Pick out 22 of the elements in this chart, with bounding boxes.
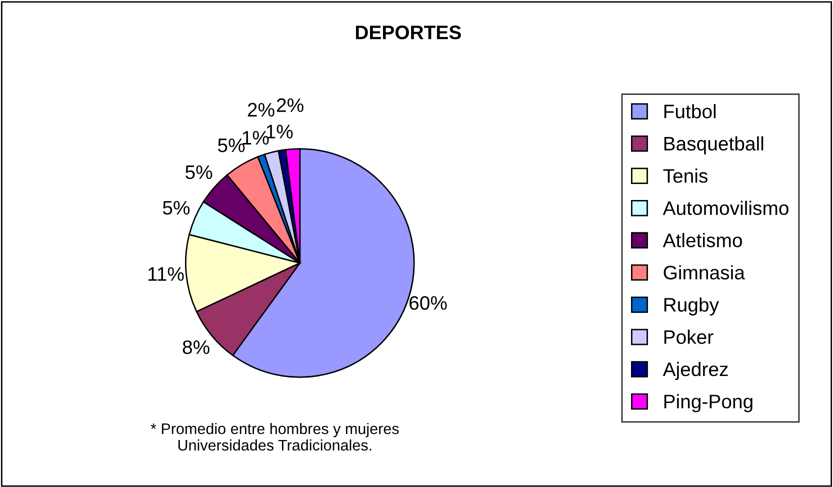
legend-label: Tenis [663, 168, 708, 183]
data-label: 1% [242, 130, 269, 145]
legend-label: Futbol [664, 104, 716, 118]
legend-label: Poker [664, 330, 714, 344]
data-label: 5% [162, 201, 190, 215]
data-label: 2% [248, 102, 274, 117]
chart-title: DEPORTES [356, 26, 461, 40]
text: * Promedio entre hombres y mujeres Universidades Tradicionales. [150, 422, 399, 451]
legend-label: Atletismo [662, 232, 742, 248]
data-label: 5% [218, 138, 245, 152]
data-label: 5% [186, 165, 212, 180]
legend-label: Rugby [664, 297, 719, 316]
legend-label: Basquetball [664, 136, 764, 154]
legend-label: Automovilismo [662, 200, 788, 216]
legend-label: Gimnasia [664, 265, 745, 280]
data-label: 8% [182, 340, 210, 354]
data-label: 60% [410, 296, 447, 310]
data-label: 11% [148, 267, 184, 281]
data-label: 1% [266, 124, 293, 138]
legend-label: Ping-Pong [664, 394, 752, 412]
data-label: 2% [276, 98, 304, 112]
legend-label: Ajedrez [662, 362, 728, 380]
